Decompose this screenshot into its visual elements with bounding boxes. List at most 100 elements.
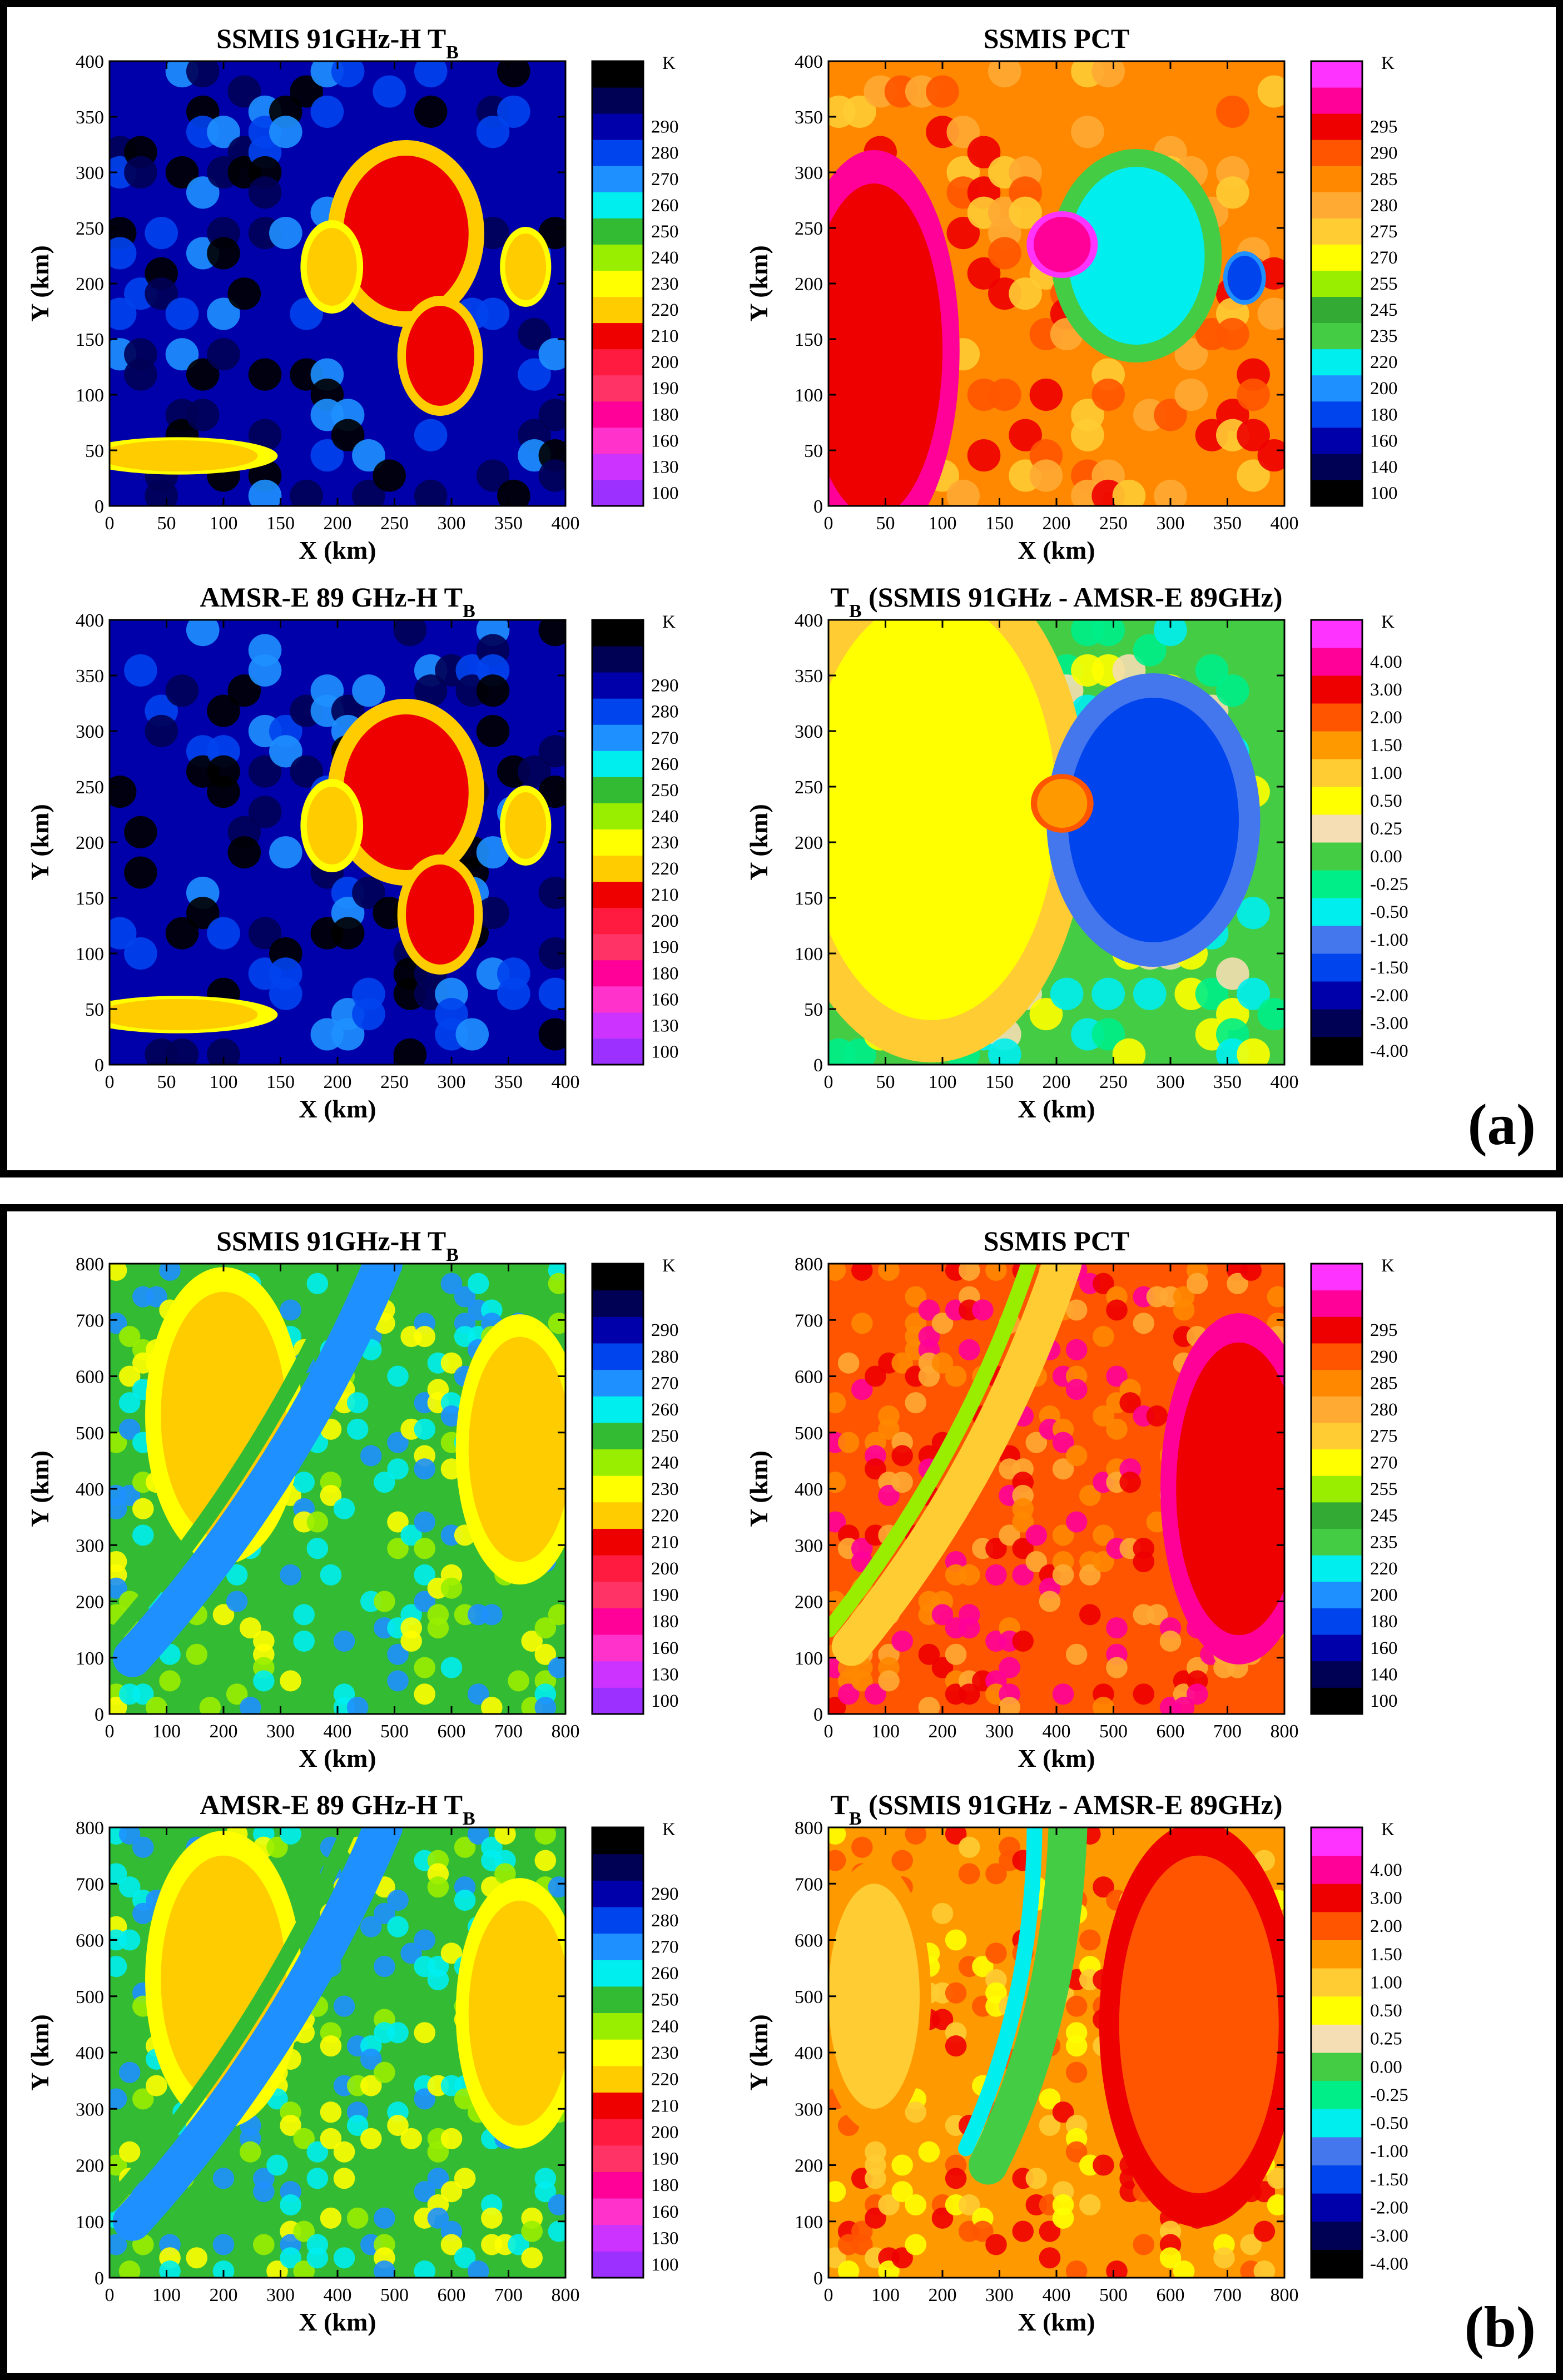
heatmap-cell bbox=[1025, 1432, 1048, 1453]
colorbar-swatch bbox=[1311, 140, 1362, 166]
heatmap-cell bbox=[1052, 2207, 1074, 2229]
heatmap-cell bbox=[851, 2234, 873, 2255]
heatmap-cell bbox=[891, 2154, 913, 2176]
heatmap-cell bbox=[538, 776, 565, 808]
colorbar-swatch bbox=[592, 2013, 643, 2040]
colorbar-tick-label: 210 bbox=[651, 2096, 679, 2116]
heatmap-cell bbox=[1237, 977, 1270, 1010]
y-tick-label: 400 bbox=[76, 610, 104, 631]
y-tick-label: 800 bbox=[795, 1818, 823, 1839]
heatmap-cell bbox=[1071, 419, 1104, 451]
heatmap-cell bbox=[538, 977, 565, 1010]
x-axis-label: X (km) bbox=[1018, 1744, 1095, 1772]
heatmap-cell bbox=[1052, 1432, 1074, 1453]
heatmap-cell bbox=[132, 2088, 154, 2110]
chart-title: SSMIS PCT bbox=[984, 1225, 1130, 1256]
x-tick-label: 200 bbox=[929, 1721, 957, 1742]
colorbar-swatch bbox=[592, 2065, 643, 2093]
colorbar-tick-label: 130 bbox=[651, 1665, 679, 1685]
heatmap-cell bbox=[280, 1670, 301, 1692]
heatmap-cell bbox=[186, 399, 220, 431]
x-tick-label: 300 bbox=[1157, 513, 1185, 534]
colorbar-units: K bbox=[662, 612, 676, 632]
x-tick-label: 350 bbox=[494, 1072, 523, 1092]
heatmap-cell bbox=[400, 1630, 422, 1652]
heatmap-cell bbox=[248, 917, 282, 950]
heatmap-cell bbox=[1267, 2168, 1284, 2189]
colorbar-swatch bbox=[1311, 453, 1362, 480]
y-tick-label: 600 bbox=[76, 1367, 104, 1388]
heatmap-cell bbox=[280, 2114, 301, 2136]
colorbar-swatch bbox=[1311, 2109, 1362, 2138]
heatmap-cell bbox=[497, 61, 530, 88]
y-tick-label: 350 bbox=[795, 666, 823, 687]
colorbar-swatch bbox=[592, 322, 643, 350]
heatmap-cell bbox=[440, 2234, 463, 2255]
x-tick-label: 300 bbox=[266, 1721, 295, 1742]
colorbar-tick-label: 220 bbox=[651, 300, 679, 320]
colorbar-swatch bbox=[1311, 192, 1362, 218]
colorbar-swatch bbox=[592, 907, 643, 935]
colorbar-tick-label: 0.25 bbox=[1370, 2029, 1402, 2049]
heatmap-cell bbox=[132, 1836, 154, 1858]
heatmap-cell bbox=[352, 674, 385, 707]
heatmap-cell bbox=[828, 1850, 846, 1871]
heatmap-cell bbox=[945, 1929, 967, 1951]
heatmap-cell bbox=[905, 1392, 927, 1414]
heatmap-cell bbox=[865, 1365, 886, 1387]
colorbar-swatch bbox=[1311, 2136, 1362, 2165]
heatmap-cell bbox=[985, 1264, 1007, 1281]
heatmap-cell bbox=[958, 1339, 980, 1360]
feature-arc-band bbox=[832, 1264, 1082, 1666]
colorbar-tick-label: -1.50 bbox=[1370, 958, 1408, 978]
heatmap-cell bbox=[865, 2168, 886, 2189]
colorbar-tick-label: 100 bbox=[651, 2255, 679, 2275]
heatmap-cell bbox=[1186, 1683, 1208, 1705]
colorbar-units: K bbox=[1381, 1820, 1395, 1840]
heatmap-cell bbox=[454, 2168, 476, 2189]
heatmap-cell bbox=[548, 1876, 565, 1898]
y-axis-label: Y (km) bbox=[745, 804, 773, 881]
colorbar-swatch bbox=[592, 2039, 643, 2066]
heatmap-cell bbox=[414, 1418, 436, 1440]
y-tick-label: 800 bbox=[76, 1254, 104, 1275]
colorbar-tick-label: 290 bbox=[651, 1884, 679, 1904]
y-axis-label: Y (km) bbox=[26, 804, 54, 881]
feature-southern-band bbox=[406, 306, 474, 406]
heatmap-cell bbox=[958, 1683, 980, 1705]
colorbar-tick-label: 245 bbox=[1370, 300, 1398, 320]
colorbar-units: K bbox=[1381, 53, 1395, 73]
colorbar-tick-label: 275 bbox=[1370, 1427, 1398, 1447]
heatmap-cell bbox=[851, 1264, 873, 1281]
colorbar-swatch bbox=[592, 2092, 643, 2119]
colorbar-units: K bbox=[662, 1820, 676, 1840]
heatmap-cell bbox=[918, 1643, 940, 1665]
heatmap-cell bbox=[293, 1630, 315, 1652]
x-tick-label: 600 bbox=[438, 1721, 466, 1742]
colorbar-tick-label: 200 bbox=[651, 2123, 679, 2143]
y-tick-label: 0 bbox=[95, 1055, 104, 1076]
heatmap-cell bbox=[1106, 1365, 1128, 1387]
heatmap-cell bbox=[333, 1995, 355, 2017]
colorbar-tick-label: 160 bbox=[651, 431, 679, 451]
colorbar-swatch bbox=[1311, 270, 1362, 297]
x-tick-label: 600 bbox=[1157, 1721, 1185, 1742]
colorbar-tick-label: -0.25 bbox=[1370, 2085, 1408, 2105]
feature-eastern-rain-area bbox=[468, 1336, 565, 1562]
colorbar-swatch bbox=[1311, 2080, 1362, 2109]
heatmap-cell bbox=[352, 876, 385, 909]
colorbar-swatch bbox=[592, 2251, 643, 2278]
colorbar-swatch bbox=[1311, 703, 1362, 732]
y-axis-label: Y (km) bbox=[745, 2014, 773, 2091]
heatmap-cell bbox=[851, 1670, 873, 1692]
colorbar-swatch bbox=[1311, 787, 1362, 815]
colorbar-tick-label: 235 bbox=[1370, 1532, 1398, 1552]
x-tick-label: 400 bbox=[552, 1072, 580, 1092]
heatmap-cell bbox=[1065, 1511, 1088, 1533]
heatmap-cell bbox=[293, 1472, 315, 1493]
heatmap-cell bbox=[931, 2207, 954, 2229]
x-tick-label: 600 bbox=[438, 2285, 466, 2306]
x-tick-label: 700 bbox=[494, 2285, 523, 2306]
heatmap-cell bbox=[988, 378, 1021, 411]
heatmap-cell bbox=[248, 654, 282, 687]
